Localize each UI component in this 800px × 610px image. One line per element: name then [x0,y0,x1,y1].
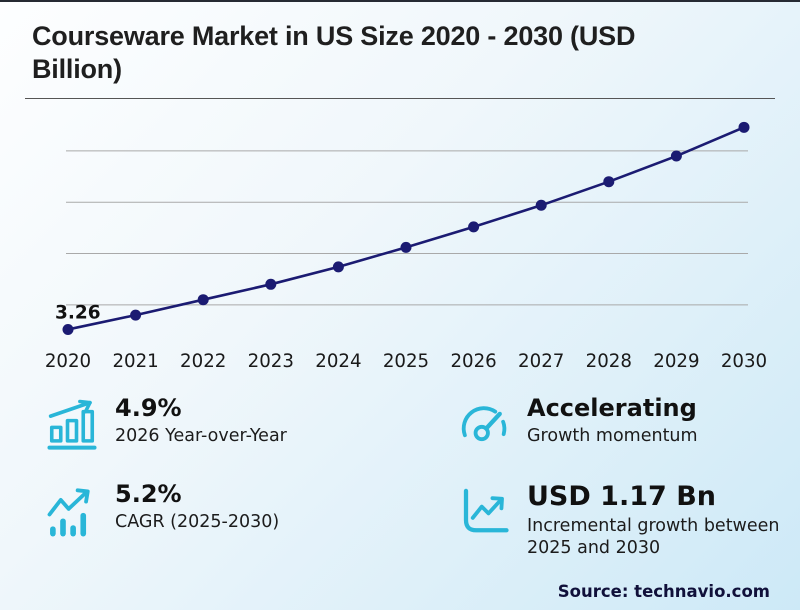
svg-text:2022: 2022 [180,351,226,371]
stat-momentum: Accelerating Growth momentum [457,393,800,451]
stat-incremental-growth: USD 1.17 Bn Incremental growth between 2… [457,481,800,560]
svg-text:2025: 2025 [383,351,429,371]
gauge-icon [457,397,511,451]
page-title-line1: Courseware Market in US Size 2020 - 2030… [32,21,636,51]
stats-grid: 4.9% 2026 Year-over-Year Accelerating Gr… [0,371,800,560]
stat-value: 5.2% [115,479,182,508]
market-size-line-chart: 2020 2021 2022 2023 2024 2025 2026 2027 2028 2029… [45,121,767,371]
page-title: Courseware Market in US Size 2020 - 2030… [32,20,772,86]
stat-value: USD 1.17 Bn [527,480,716,512]
first-point-value-label: 3.26 [55,302,101,323]
data-point-markers [62,121,750,335]
svg-text:2020: 2020 [45,351,91,371]
title-divider [25,97,775,99]
svg-text:2023: 2023 [248,351,294,371]
stat-text: 5.2% CAGR (2025-2030) [115,479,280,534]
page-title-line2: Billion) [32,53,122,84]
stat-value: Accelerating [527,393,697,422]
stat-cagr: 5.2% CAGR (2025-2030) [45,479,457,560]
x-axis-year-labels: 2020 2021 2022 2023 2024 2025 2026 2027 2028 2029… [45,351,767,371]
svg-text:2027: 2027 [518,351,564,371]
svg-text:2030: 2030 [721,351,767,371]
svg-text:2024: 2024 [315,351,361,371]
growth-bars-icon [45,397,99,451]
chart-gridlines [66,150,748,306]
svg-text:2021: 2021 [112,351,158,371]
stat-value: 4.9% [115,393,182,422]
stat-label: 2026 Year-over-Year [115,426,287,447]
stat-text: Accelerating Growth momentum [527,393,698,448]
stat-text: USD 1.17 Bn Incremental growth between 2… [527,481,785,560]
stat-label: Growth momentum [527,426,698,447]
svg-text:2028: 2028 [586,351,632,371]
market-size-series-line [67,125,745,331]
source-credit: Source: technavio.com [557,582,770,601]
stat-label: Incremental growth between 2025 and 2030 [527,515,780,559]
svg-text:2026: 2026 [450,351,496,371]
cagr-bars-icon [45,483,99,537]
stat-yoy-growth: 4.9% 2026 Year-over-Year [45,393,457,451]
stat-text: 4.9% 2026 Year-over-Year [115,393,287,448]
axis-growth-icon [457,483,511,537]
stat-label: CAGR (2025-2030) [115,512,280,533]
svg-text:2029: 2029 [653,351,699,371]
